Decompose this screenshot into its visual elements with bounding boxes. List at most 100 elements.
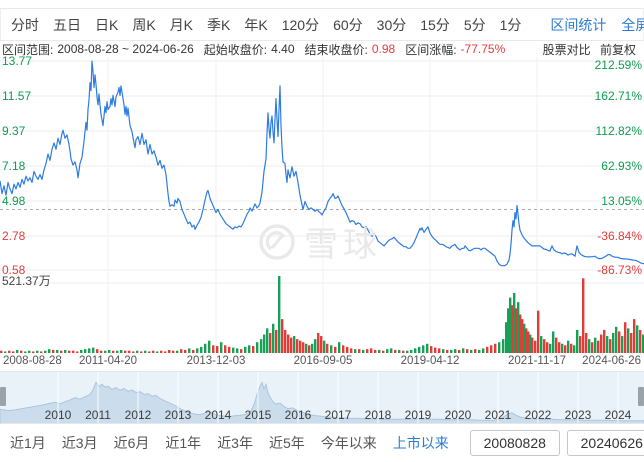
tab-分时[interactable]: 分时 — [11, 16, 39, 33]
volume-bar — [490, 345, 493, 353]
volume-bar — [597, 340, 600, 353]
volume-bar — [531, 337, 534, 353]
y-axis-price-label: 11.57 — [2, 89, 32, 103]
navigator-right-handle[interactable] — [638, 387, 644, 406]
volume-bar — [474, 349, 477, 353]
tab-年K[interactable]: 年K — [244, 16, 268, 33]
volume-bar — [342, 345, 345, 353]
volume-bar — [636, 325, 639, 353]
y-axis-percent-label: 13.05% — [601, 194, 642, 208]
volume-bar — [28, 350, 31, 353]
volume-bar — [290, 337, 293, 353]
tab-周K[interactable]: 周K — [132, 16, 156, 33]
tab-60分[interactable]: 60分 — [333, 16, 363, 33]
tab-30分[interactable]: 30分 — [376, 16, 407, 33]
tab-1分[interactable]: 1分 — [499, 16, 522, 33]
volume-bar — [430, 346, 433, 353]
action-区间统计[interactable]: 区间统计 — [550, 16, 607, 33]
range-button-近3月[interactable]: 近3月 — [61, 435, 98, 451]
volume-bar — [366, 349, 369, 353]
end-date-input[interactable] — [566, 430, 644, 456]
tab-120分[interactable]: 120分 — [281, 16, 320, 33]
volume-bar — [390, 348, 393, 353]
volume-bar — [24, 351, 27, 353]
forward-adjust-link[interactable]: 前复权 — [599, 42, 636, 57]
navigator-year-label: 2022 — [524, 408, 552, 422]
tab-15分[interactable]: 15分 — [420, 16, 450, 33]
volume-bar — [588, 339, 591, 353]
range-button-今年以来[interactable]: 今年以来 — [320, 435, 377, 451]
y-axis-percent-label: 212.59% — [594, 58, 642, 72]
volume-bar — [591, 342, 594, 353]
volume-bar — [314, 339, 317, 353]
volume-bar — [438, 348, 441, 353]
navigator-year-label: 2012 — [124, 408, 152, 422]
navigator-year-label: 2024 — [604, 408, 632, 422]
interval-change-label: 区间涨幅: — [405, 42, 457, 57]
range-value: 2008-08-28 ~ 2024-06-26 — [57, 42, 194, 56]
volume-bar — [287, 334, 290, 353]
volume-bar — [326, 343, 329, 353]
chart-canvas — [0, 57, 644, 353]
volume-bar — [470, 349, 473, 353]
tab-五日[interactable]: 五日 — [53, 16, 81, 33]
volume-bar — [642, 334, 644, 353]
volume-bar — [132, 351, 135, 353]
stock-compare-link[interactable]: 股票对比 — [542, 42, 591, 57]
navigator-left-handle[interactable] — [0, 387, 6, 406]
volume-bar — [216, 346, 219, 353]
volume-bar — [633, 319, 636, 353]
volume-bar — [618, 331, 621, 353]
volume-bar — [208, 340, 211, 353]
end-close-value: 0.98 — [371, 42, 396, 56]
start-date-input[interactable] — [469, 430, 560, 456]
volume-bar — [579, 336, 582, 353]
volume-bar — [521, 319, 524, 353]
range-button-近1年[interactable]: 近1年 — [165, 435, 202, 451]
tab-季K[interactable]: 季K — [207, 16, 231, 33]
volume-bar — [36, 350, 39, 353]
volume-bar — [96, 349, 99, 353]
x-axis-date-label: 2024-06-26 — [582, 355, 641, 367]
y-axis-percent-label: 62.93% — [601, 159, 642, 173]
volume-bar — [116, 350, 119, 353]
volume-bar — [323, 340, 326, 353]
volume-bar — [378, 349, 381, 353]
range-button-近3年[interactable]: 近3年 — [217, 435, 253, 451]
range-button-近5年[interactable]: 近5年 — [268, 435, 305, 451]
range-button-近6月[interactable]: 近6月 — [113, 435, 150, 451]
volume-bar — [570, 343, 573, 353]
volume-bar — [606, 336, 609, 353]
y-axis-price-label: 13.77 — [2, 54, 33, 68]
volume-bar — [386, 349, 389, 353]
volume-bar — [68, 350, 71, 353]
volume-bar — [567, 340, 570, 353]
tab-日K[interactable]: 日K — [95, 16, 119, 33]
volume-bar — [272, 323, 275, 353]
volume-bar — [248, 345, 251, 353]
range-label: 区间范围: — [2, 42, 54, 57]
range-button-近1月[interactable]: 近1月 — [10, 435, 46, 451]
volume-bar — [540, 336, 543, 353]
volume-bar — [418, 346, 421, 353]
volume-bar — [196, 348, 199, 353]
volume-bar — [529, 334, 532, 353]
tab-月K[interactable]: 月K — [169, 16, 194, 33]
volume-bar — [549, 343, 552, 353]
volume-bar — [434, 347, 437, 353]
price-volume-chart[interactable]: 雪球 13.77 11.57 9.37 7.18 4.98 2.78 0.58 212.59%… — [0, 54, 644, 355]
action-全屏显示[interactable]: 全屏显示 — [621, 16, 644, 33]
volume-bar — [305, 343, 308, 353]
volume-bar — [224, 345, 227, 353]
navigator-year-label: 2010 — [44, 408, 72, 422]
volume-bar — [269, 332, 272, 353]
end-close-label: 结束收盘价: — [304, 42, 368, 57]
navigator-year-label: 2018 — [364, 408, 392, 422]
navigator-year-label: 2020 — [444, 408, 472, 422]
tab-5分[interactable]: 5分 — [463, 16, 486, 33]
range-button-上市以来[interactable]: 上市以来 — [392, 435, 449, 451]
timeline-navigator[interactable]: 2010 2011 2012 2013 2014 2015 2016 2017 2018 2019… — [0, 371, 644, 424]
volume-bar — [330, 345, 333, 353]
volume-bar — [406, 350, 409, 353]
